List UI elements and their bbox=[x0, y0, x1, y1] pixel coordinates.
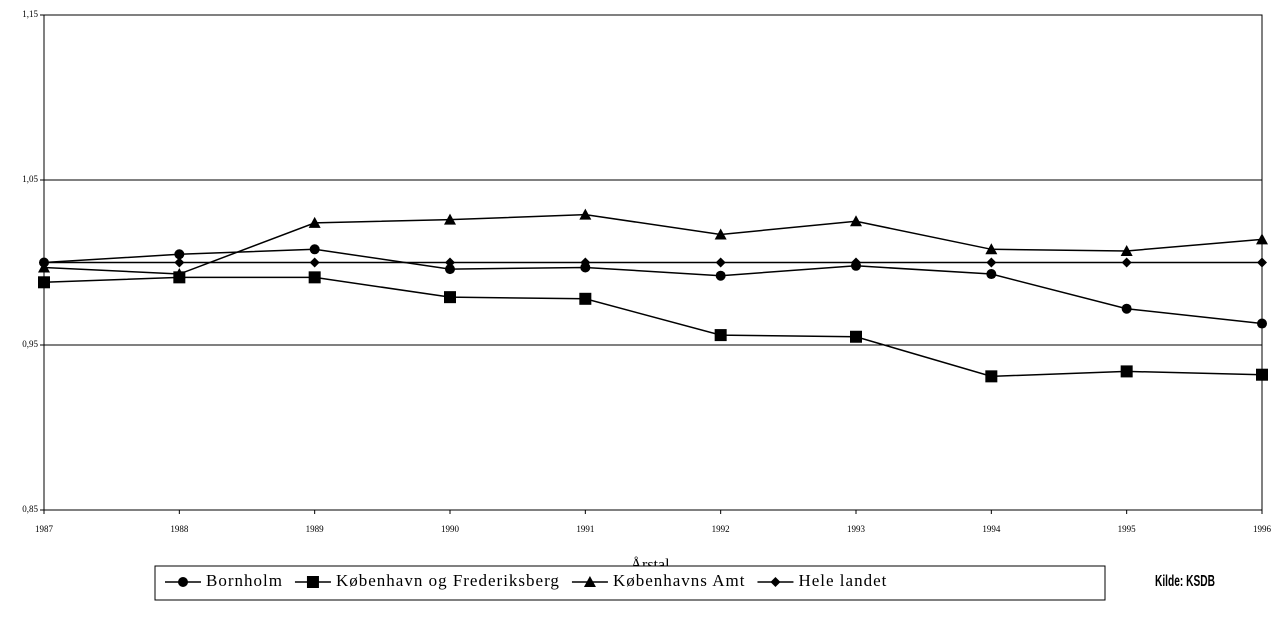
point bbox=[445, 257, 455, 268]
point bbox=[38, 276, 50, 289]
y-tick-label: 1,15 bbox=[22, 9, 38, 19]
point bbox=[714, 228, 727, 240]
point bbox=[309, 257, 320, 268]
point bbox=[308, 271, 321, 284]
legend-marker bbox=[306, 576, 319, 588]
legend-label: Hele landet bbox=[798, 571, 887, 590]
point bbox=[173, 268, 186, 280]
point bbox=[986, 269, 997, 280]
point bbox=[1121, 303, 1132, 314]
x-tick-label: 1996 bbox=[1253, 524, 1272, 534]
series-line bbox=[43, 248, 1263, 325]
point bbox=[1121, 257, 1132, 268]
point bbox=[308, 216, 321, 228]
point bbox=[445, 264, 455, 275]
point bbox=[714, 329, 727, 342]
legend-label: København og Frederiksberg bbox=[336, 571, 560, 590]
x-tick-label: 1988 bbox=[170, 524, 189, 534]
x-tick-label: 1991 bbox=[576, 524, 594, 534]
point bbox=[174, 257, 185, 268]
point bbox=[851, 257, 861, 268]
point bbox=[715, 270, 726, 281]
y-tick-label: 0,95 bbox=[22, 339, 38, 349]
series-line bbox=[43, 276, 1263, 378]
legend-label: Bornholm bbox=[206, 571, 283, 590]
x-tick-label: 1994 bbox=[982, 524, 1001, 534]
legend-marker bbox=[583, 576, 596, 587]
point bbox=[444, 213, 456, 225]
point bbox=[1256, 368, 1268, 381]
legend-label: Københavns Amt bbox=[613, 571, 746, 590]
point bbox=[309, 244, 320, 255]
x-tick-label: 1995 bbox=[1118, 524, 1137, 534]
y-tick-label: 0,85 bbox=[22, 504, 38, 514]
source-note: Kilde: KSDB bbox=[1155, 573, 1215, 590]
point bbox=[444, 291, 456, 304]
point bbox=[985, 370, 998, 383]
point bbox=[580, 257, 591, 268]
point bbox=[986, 257, 997, 268]
point bbox=[1257, 318, 1267, 329]
point bbox=[985, 243, 998, 255]
x-tick-label: 1989 bbox=[306, 524, 325, 534]
point bbox=[850, 330, 862, 343]
point bbox=[579, 208, 592, 220]
x-tick-label: 1992 bbox=[712, 524, 730, 534]
point bbox=[1257, 257, 1267, 268]
point bbox=[1120, 365, 1133, 378]
point bbox=[1256, 233, 1268, 245]
series-line bbox=[43, 213, 1263, 275]
legend-marker bbox=[770, 577, 781, 587]
point bbox=[39, 257, 49, 268]
point bbox=[715, 257, 726, 268]
point bbox=[850, 215, 862, 227]
point bbox=[1120, 244, 1133, 256]
x-tick-label: 1987 bbox=[35, 524, 54, 534]
point bbox=[174, 249, 185, 260]
y-tick-label: 1,05 bbox=[22, 174, 38, 184]
point bbox=[579, 292, 592, 305]
legend-marker bbox=[178, 577, 188, 587]
x-tick-label: 1990 bbox=[441, 524, 460, 534]
x-tick-label: 1993 bbox=[847, 524, 866, 534]
